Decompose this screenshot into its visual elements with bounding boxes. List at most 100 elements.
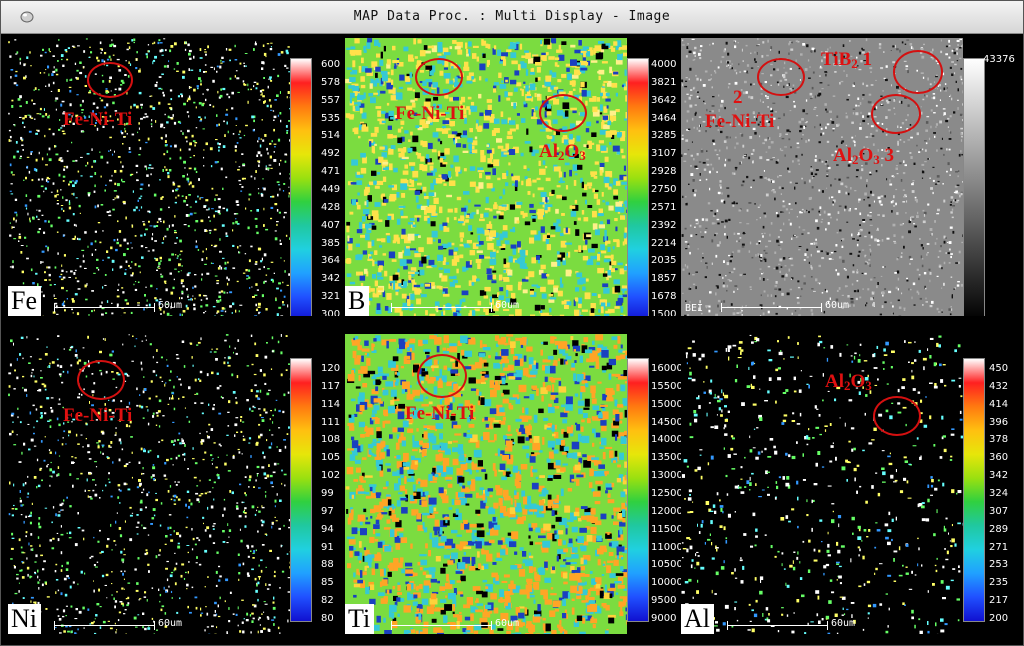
bei-label: BEI: [685, 303, 704, 314]
scale-tick-label: 557: [321, 94, 341, 106]
ni-map-image: [8, 334, 290, 634]
scale-tick-label: 450: [989, 363, 1009, 374]
window-title: MAP Data Proc. : Multi Display - Image: [353, 9, 671, 24]
scale-tick-label: 1678: [651, 291, 677, 303]
annotation-al2o3: Al2O3: [539, 141, 586, 164]
scale-tick-label: 414: [989, 398, 1009, 410]
b-map-panel[interactable]: B 60um: [345, 38, 627, 316]
ni-color-scale: [290, 358, 312, 622]
ti-scale-ticks: 16000 15500 15000 14500 14000 13500 13000 12500…: [651, 363, 691, 630]
scale-tick-label: 217: [989, 595, 1009, 607]
scale-tick-label: 3642: [651, 94, 677, 106]
scale-tick-label: 10000: [651, 577, 683, 589]
b-scale-ticks: 4000 3821 3642 3464 3285 3107 2928 2750 2571 2392…: [651, 59, 691, 326]
bei-gray-scale: [963, 58, 985, 322]
scale-tick-label: 94: [321, 523, 334, 535]
annotation-fe-ni-ti: Fe-Ni-Ti: [705, 111, 775, 132]
fe-map-panel[interactable]: Fe 60um: [8, 38, 290, 316]
element-label-ni: Ni: [8, 604, 41, 634]
annotation-fe-ni-ti: Fe-Ni-Ti: [63, 405, 133, 426]
ti-map-panel[interactable]: Ti 60um: [345, 334, 627, 634]
scale-tick-label: 600: [321, 59, 341, 70]
scale-tick-label: 235: [989, 577, 1009, 589]
scale-tick-label: 2035: [651, 255, 677, 267]
scale-tick-label: 378: [989, 434, 1009, 446]
scale-tick-label: 535: [321, 112, 341, 124]
annotation-fe-ni-ti: Fe-Ni-Ti: [63, 109, 133, 130]
scale-tick-label: 342: [321, 273, 341, 285]
annotation-al2o3-3: Al2O3 3: [833, 145, 895, 168]
annotation-circle: [77, 360, 125, 400]
scale-tick-label: 364: [321, 255, 341, 267]
annotation-al2o3: Al2O3: [825, 371, 872, 394]
annotation-circle: [417, 354, 467, 398]
annotation-circle: [757, 58, 805, 96]
scale-tick-label: 253: [989, 559, 1009, 571]
scale-tick-label: 300: [321, 309, 341, 320]
scale-tick-label: 385: [321, 237, 341, 249]
scale-tick-label: 13500: [651, 452, 683, 464]
scale-tick-label: 80: [321, 613, 334, 624]
multi-display-area: Fe 60um Fe-Ni-Ti 600 578 557 535 514 492 471 44…: [1, 34, 1023, 645]
ni-map-panel[interactable]: Ni 60um: [8, 334, 290, 634]
al-map-panel[interactable]: Al 60um: [681, 334, 963, 634]
app-icon[interactable]: [19, 9, 35, 25]
gray-max: 43376: [983, 54, 1015, 65]
scale-tick-label: 342: [989, 470, 1009, 482]
row-divider: [1, 316, 1023, 326]
scale-tick-label: 432: [989, 380, 1009, 392]
al-color-scale: [963, 358, 985, 622]
scale-tick-label: 15000: [651, 398, 683, 410]
annotation-circle: [893, 50, 943, 94]
element-label-al: Al: [681, 604, 714, 634]
ti-color-scale: [627, 358, 649, 622]
bei-image-panel[interactable]: BEI 60um: [681, 38, 963, 316]
scale-tick-label: 108: [321, 434, 341, 446]
scale-tick-label: 114: [321, 398, 341, 410]
scale-tick-label: 117: [321, 380, 341, 392]
scale-tick-label: 99: [321, 488, 334, 499]
scale-tick-label: 3821: [651, 76, 677, 88]
scale-tick-label: 2214: [651, 237, 677, 249]
annotation-tib2: TiB2 1: [821, 49, 873, 72]
scale-tick-label: 16000: [651, 363, 683, 374]
annotation-circle: [415, 58, 463, 96]
scale-tick-label: 449: [321, 184, 341, 195]
scale-tick-label: 514: [321, 130, 341, 142]
annotation-2: 2: [733, 87, 743, 108]
annotation-fe-ni-ti: Fe-Ni-Ti: [405, 403, 475, 424]
scale-tick-label: 91: [321, 541, 334, 553]
annotation-circle: [873, 396, 921, 436]
scale-tick-label: 13000: [651, 470, 683, 482]
scale-tick-label: 11000: [651, 541, 683, 553]
scale-tick-label: 578: [321, 76, 341, 88]
scale-tick-label: 111: [321, 416, 341, 428]
scale-tick-label: 3285: [651, 130, 677, 142]
al-scale-ticks: 450 432 414 396 378 360 342 324 307 289 271 253 235 2…: [989, 363, 1023, 630]
title-bar[interactable]: MAP Data Proc. : Multi Display - Image: [1, 1, 1023, 34]
scale-tick-label: 4000: [651, 59, 677, 70]
scale-tick-label: 88: [321, 559, 334, 571]
scale-tick-label: 428: [321, 201, 341, 213]
scale-tick-label: 407: [321, 219, 341, 231]
scale-tick-label: 14000: [651, 434, 683, 446]
scale-tick-label: 3464: [651, 112, 677, 124]
scale-tick-label: 321: [321, 291, 341, 303]
scale-tick-label: 10500: [651, 559, 683, 571]
scale-tick-label: 3107: [651, 148, 677, 160]
scale-tick-label: 82: [321, 595, 334, 607]
scale-tick-label: 12000: [651, 505, 683, 517]
element-label-fe: Fe: [8, 286, 41, 316]
scale-tick-label: 14500: [651, 416, 683, 428]
scale-tick-label: 85: [321, 577, 334, 589]
fe-color-scale: [290, 58, 312, 322]
fe-map-image: [8, 38, 290, 316]
scale-tick-label: 307: [989, 505, 1009, 517]
scale-tick-label: 1857: [651, 273, 677, 285]
scale-tick-label: 1500: [651, 309, 677, 320]
bei-image: [681, 38, 963, 316]
scale-tick-label: 9000: [651, 613, 677, 624]
scale-tick-label: 289: [989, 523, 1009, 535]
scale-tick-label: 396: [989, 416, 1009, 428]
